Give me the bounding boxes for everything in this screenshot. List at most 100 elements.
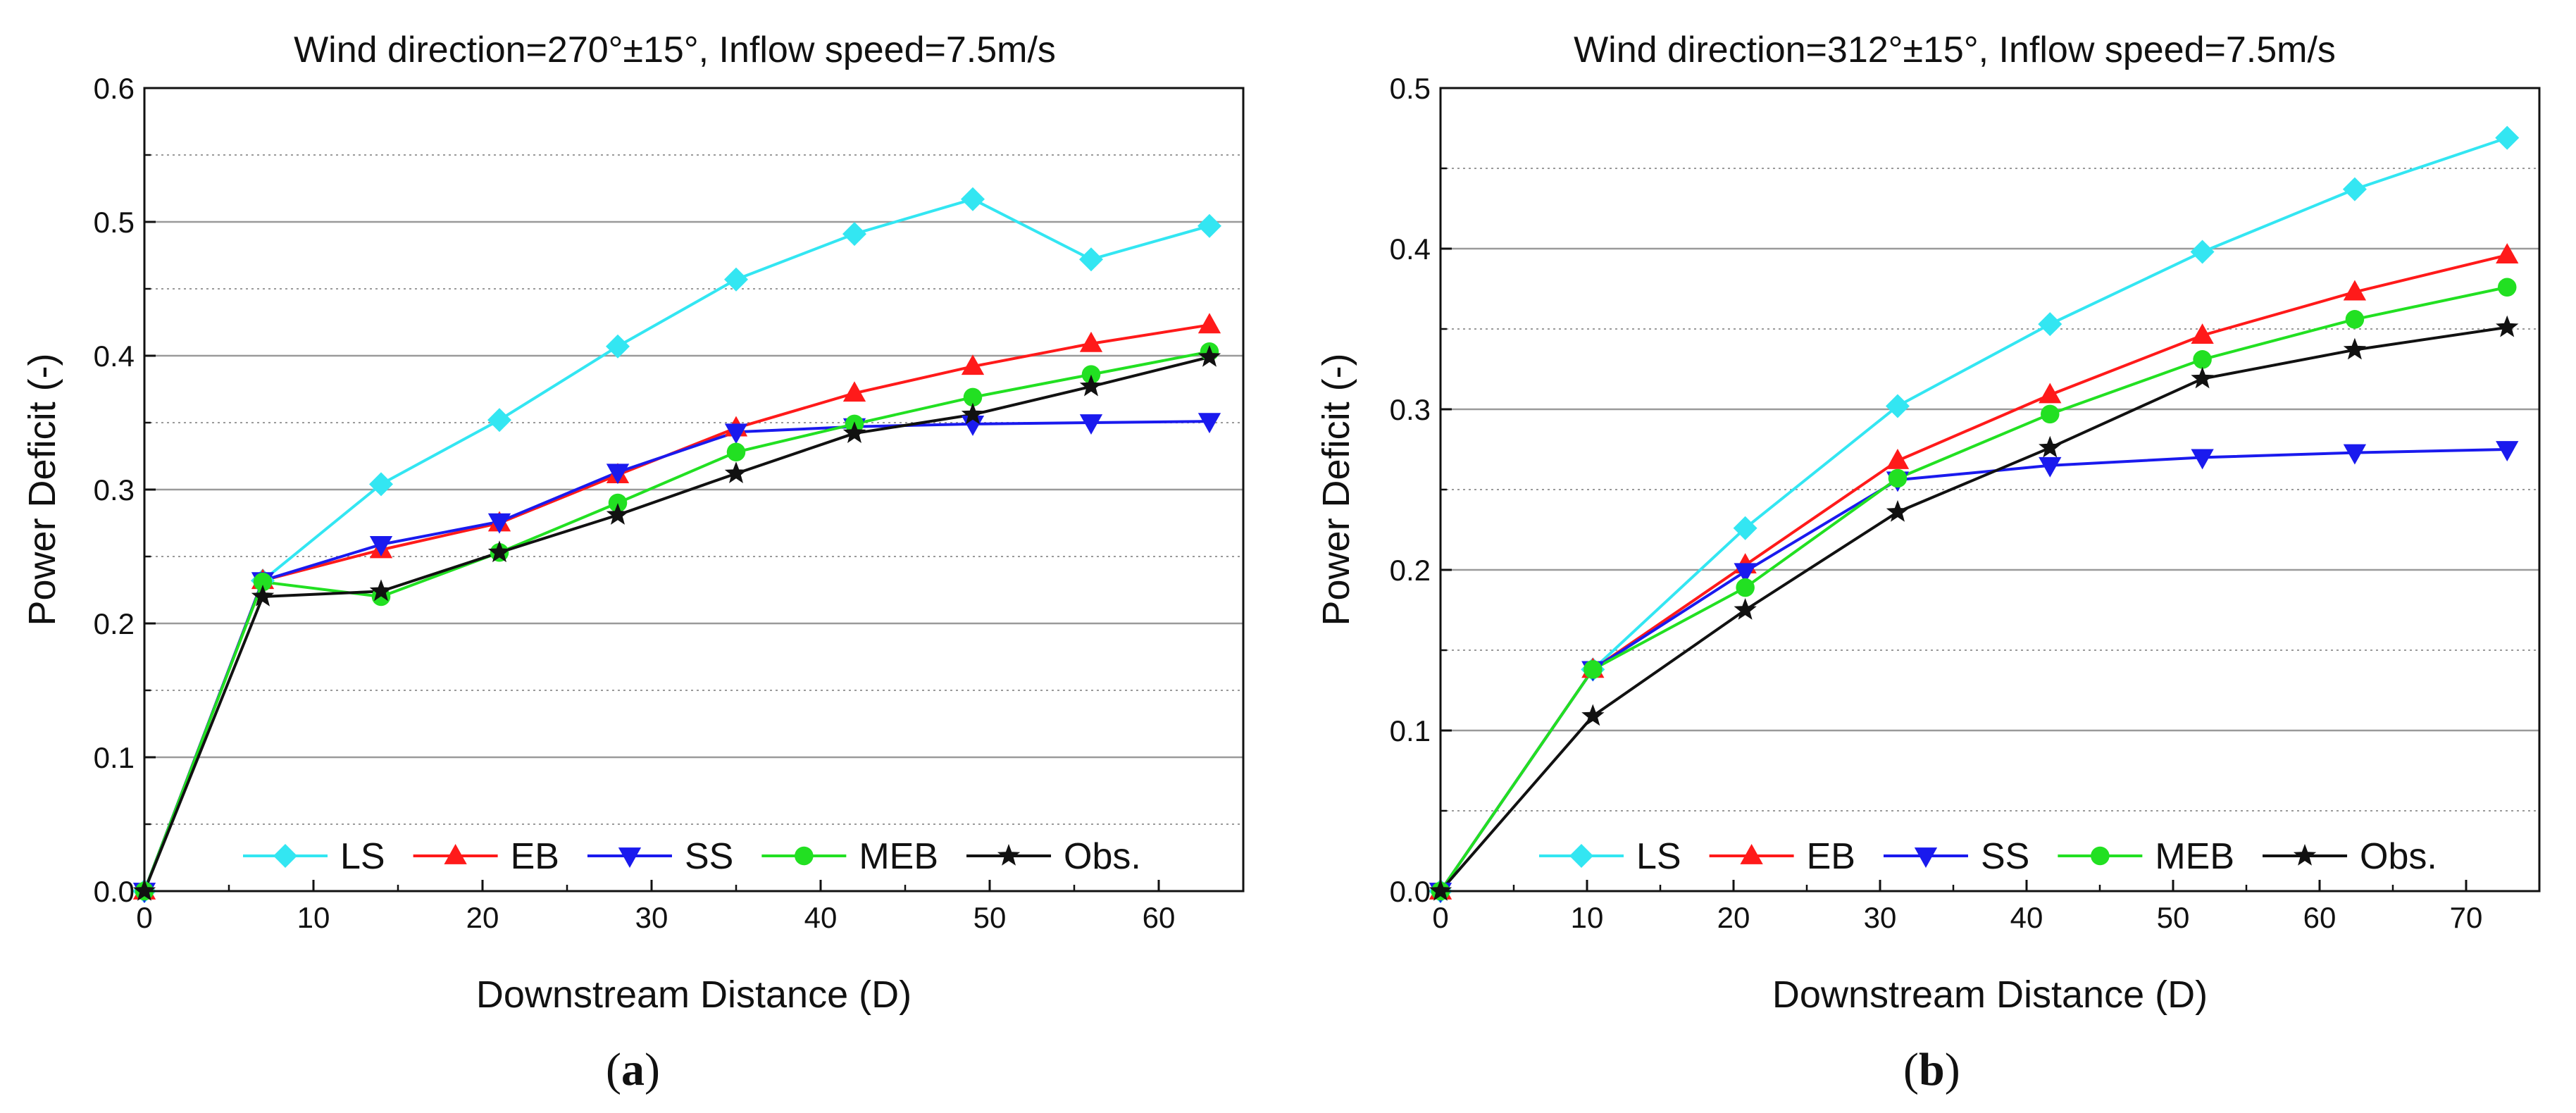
y-tick-label: 0.1 — [1390, 714, 1431, 747]
data-point-ls — [487, 408, 511, 433]
data-point-obs — [724, 461, 748, 483]
data-point-eb — [961, 354, 985, 375]
data-point-eb — [1886, 448, 1910, 469]
y-axis-label-b: Power Deficit (-) — [1315, 353, 1357, 626]
axis-ticks-a: 0.0 0.1 0.2 0.3 0.4 0.5 0.6 0 10 20 30 40 50 60 — [94, 72, 1176, 934]
data-point-ss — [1197, 413, 1221, 434]
data-point-ls — [1079, 247, 1103, 272]
data-point-ls — [369, 472, 393, 497]
data-point-ls — [842, 222, 866, 247]
x-tick-label: 60 — [1143, 901, 1176, 934]
data-point-obs — [606, 503, 630, 525]
x-axis-label-a: Downstream Distance (D) — [476, 974, 911, 1016]
series-lines-b — [1439, 136, 2508, 893]
y-tick-label: 0.2 — [1390, 554, 1431, 587]
data-point-ss — [1079, 414, 1103, 435]
series-line-ls — [1439, 136, 2508, 893]
data-point-meb — [608, 493, 628, 513]
panel-label-b: (b) — [1903, 1044, 1960, 1095]
data-point-obs — [1079, 374, 1103, 397]
data-point-obs — [2496, 315, 2519, 337]
legend-label: SS — [685, 836, 733, 877]
x-tick-label: 10 — [297, 901, 330, 934]
data-point-ls — [606, 334, 630, 359]
data-point-obs — [487, 540, 511, 563]
data-point-meb — [1081, 365, 1101, 384]
data-point-obs — [842, 421, 866, 443]
x-tick-label: 50 — [2157, 901, 2190, 934]
legend-marker — [1914, 847, 1938, 868]
y-tick-label: 0.6 — [94, 72, 135, 105]
data-point-obs — [1581, 704, 1605, 726]
data-point-ls — [1733, 516, 1757, 540]
x-tick-label: 20 — [466, 901, 499, 934]
legend-marker — [618, 847, 642, 868]
data-point-ss — [369, 536, 393, 556]
legend-marker — [2293, 844, 2317, 866]
data-point-ls — [2342, 177, 2367, 201]
chart-title-b: Wind direction=312°±15°, Inflow speed=7.… — [1574, 30, 2336, 70]
data-point-obs — [2191, 366, 2214, 389]
legend-label: LS — [1636, 836, 1681, 877]
legend-label: EB — [1807, 836, 1855, 877]
data-point-eb — [2191, 323, 2214, 344]
x-tick-label: 30 — [635, 901, 668, 934]
x-tick-label: 20 — [1717, 901, 1750, 934]
series-line-obs — [1439, 325, 2508, 893]
data-point-obs — [251, 585, 275, 607]
data-point-meb — [726, 442, 746, 462]
data-point-ls — [1885, 394, 1910, 418]
legend-marker — [444, 844, 467, 864]
data-point-ss — [1734, 563, 1757, 584]
series-markers-b — [1429, 125, 2520, 903]
data-point-ss — [606, 464, 630, 485]
series-line-ss — [1439, 448, 2508, 893]
x-tick-label: 50 — [973, 901, 1007, 934]
legend-label: EB — [511, 836, 559, 877]
data-point-ls — [2495, 125, 2520, 150]
y-tick-label: 0.0 — [1390, 875, 1431, 908]
y-tick-label: 0.5 — [94, 206, 135, 239]
y-tick-label: 0.1 — [94, 741, 135, 774]
data-point-meb — [963, 387, 983, 407]
x-tick-label: 70 — [2450, 901, 2483, 934]
y-tick-label: 0.0 — [94, 875, 135, 908]
legend-label: MEB — [2155, 836, 2234, 877]
x-tick-label: 40 — [2010, 901, 2043, 934]
x-tick-label: 10 — [1571, 901, 1604, 934]
y-tick-label: 0.4 — [94, 340, 135, 373]
data-point-obs — [2343, 337, 2367, 360]
series-line-ss — [143, 420, 1210, 892]
data-point-ss — [2496, 441, 2519, 461]
data-point-meb — [2041, 404, 2060, 424]
legend-label: SS — [1981, 836, 2029, 877]
chart-panel-a: Wind direction=270°±15°, Inflow speed=7.… — [21, 30, 1245, 1095]
legend-marker — [273, 844, 297, 868]
legend-marker — [2091, 846, 2110, 866]
y-tick-label: 0.3 — [94, 473, 135, 506]
data-point-ls — [724, 267, 748, 292]
data-point-obs — [1886, 499, 1910, 522]
x-tick-label: 60 — [2303, 901, 2337, 934]
x-tick-label: 30 — [1864, 901, 1897, 934]
data-point-ss — [724, 423, 748, 444]
legend-label: Obs. — [2360, 836, 2437, 877]
data-point-eb — [2039, 383, 2062, 404]
data-point-ss — [2191, 449, 2214, 470]
data-point-obs — [1734, 598, 1757, 620]
data-point-eb — [2343, 280, 2367, 301]
legend-marker — [1740, 844, 1763, 864]
data-point-eb — [1079, 331, 1103, 352]
data-point-eb — [842, 381, 866, 402]
x-tick-label: 0 — [136, 901, 152, 934]
series-markers-a — [132, 187, 1221, 903]
chart-panel-b: Wind direction=312°±15°, Inflow speed=7.… — [1315, 30, 2541, 1095]
legend-label: MEB — [859, 836, 938, 877]
legend-marker — [997, 844, 1021, 866]
data-point-eb — [2496, 243, 2519, 264]
x-axis-label-b: Downstream Distance (D) — [1772, 974, 2208, 1016]
data-point-ls — [961, 187, 985, 211]
legend-marker — [795, 846, 814, 866]
grid-b — [1441, 168, 2539, 812]
